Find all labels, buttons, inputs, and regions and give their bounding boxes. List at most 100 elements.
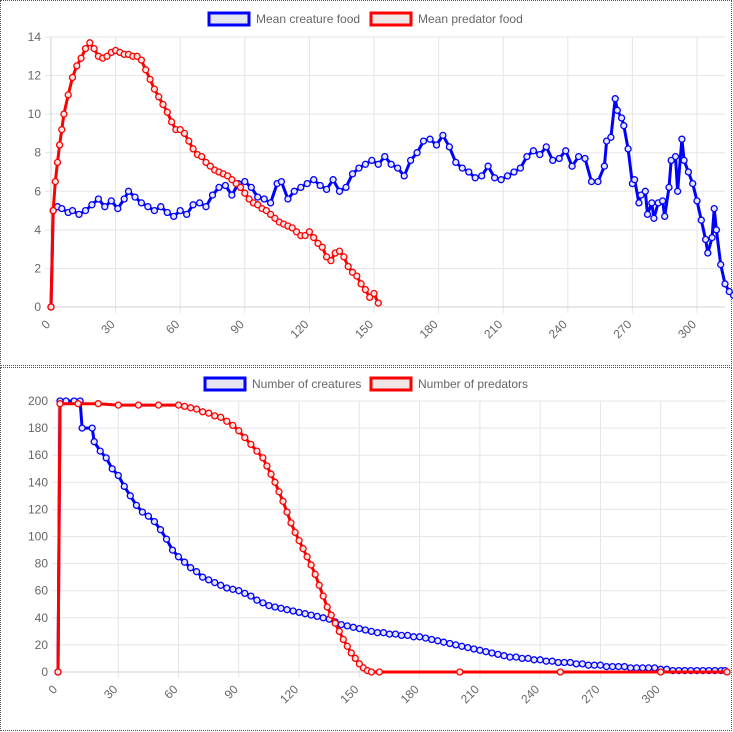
data-point — [174, 553, 183, 561]
legend-item[interactable]: Mean creature food — [207, 11, 360, 27]
data-point — [186, 564, 195, 572]
data-point — [464, 643, 472, 652]
data-point — [367, 668, 376, 676]
data-point — [316, 181, 324, 190]
data-point — [484, 162, 492, 170]
data-point — [295, 608, 303, 617]
data-point — [641, 187, 649, 195]
data-point — [114, 204, 122, 213]
x-tick-label: 270 — [578, 682, 602, 706]
data-point — [198, 408, 207, 416]
data-point — [556, 668, 564, 676]
y-tick-label: 200 — [28, 394, 48, 408]
data-point — [342, 183, 350, 192]
data-point — [259, 454, 267, 462]
data-point — [73, 62, 81, 70]
data-point — [58, 125, 66, 134]
data-point — [428, 635, 436, 644]
data-point — [114, 471, 122, 480]
x-tick-label: 30 — [98, 317, 118, 337]
data-point — [126, 492, 134, 500]
data-point — [186, 404, 195, 412]
data-point — [101, 203, 109, 211]
x-tick-label: 30 — [101, 682, 121, 702]
data-point — [327, 257, 335, 265]
data-point — [355, 164, 363, 172]
data-point — [693, 197, 701, 205]
x-tick-label: 180 — [417, 317, 441, 341]
series-mean-predator-food — [47, 39, 382, 311]
data-point — [644, 664, 653, 672]
x-tick-label: 240 — [518, 682, 542, 706]
data-point — [96, 447, 104, 455]
data-point — [337, 620, 345, 629]
x-tick-label: 150 — [337, 682, 361, 706]
data-point — [180, 129, 189, 138]
y-tick-label: 180 — [28, 421, 48, 435]
data-point — [277, 177, 286, 186]
data-point — [88, 424, 96, 432]
data-point — [291, 528, 299, 537]
data-point — [506, 653, 514, 661]
data-point — [297, 183, 305, 192]
legend-item[interactable]: Number of creatures — [203, 376, 361, 392]
data-point — [536, 656, 544, 664]
data-point — [217, 581, 225, 589]
data-point — [406, 156, 415, 165]
data-point — [347, 649, 355, 657]
data-point — [290, 187, 298, 195]
data-point — [245, 195, 253, 203]
data-point — [562, 147, 570, 155]
data-point — [608, 662, 617, 671]
data-point — [624, 145, 632, 153]
data-point — [366, 293, 374, 302]
legend-swatch — [369, 11, 413, 27]
data-point — [277, 604, 285, 612]
data-point — [367, 627, 376, 636]
data-point — [421, 634, 430, 642]
data-point — [613, 106, 621, 114]
data-point — [374, 160, 382, 168]
data-point — [120, 482, 128, 491]
data-point — [235, 427, 243, 435]
series-mean-creature-food — [47, 95, 733, 311]
data-point — [247, 592, 255, 600]
legend-label: Mean creature food — [256, 12, 360, 26]
y-tick-label: 2 — [34, 261, 41, 275]
x-tick-label: 0 — [45, 682, 60, 697]
data-point — [361, 285, 370, 294]
data-point — [163, 208, 171, 217]
data-point — [413, 149, 421, 157]
legend-item[interactable]: Number of predators — [369, 376, 528, 392]
data-point — [271, 478, 279, 486]
data-point — [221, 181, 230, 190]
data-point — [458, 164, 466, 172]
data-point — [102, 454, 110, 462]
data-point — [434, 637, 442, 645]
data-point — [303, 553, 311, 561]
data-point — [594, 177, 602, 186]
data-point — [228, 191, 236, 199]
data-point — [620, 662, 629, 671]
data-point — [228, 176, 236, 184]
data-point — [206, 162, 214, 170]
data-point — [500, 652, 508, 660]
data-point — [671, 152, 680, 161]
legend-label: Mean predator food — [418, 12, 523, 26]
data-point — [617, 114, 626, 122]
data-point — [704, 249, 712, 257]
data-point — [391, 630, 400, 638]
data-point — [163, 108, 171, 116]
x-tick-label: 210 — [481, 317, 505, 341]
data-point — [351, 654, 359, 663]
legend-item[interactable]: Mean predator food — [369, 11, 523, 27]
food-chart-panel: 0 2 4 6 8 10 12 14 0 30 60 90 120 150 180 210 240 270 300 M… — [0, 0, 733, 366]
data-point — [697, 216, 705, 224]
data-point — [581, 154, 589, 163]
data-point — [439, 131, 447, 140]
data-point — [648, 199, 656, 207]
data-point — [530, 656, 538, 664]
data-point — [650, 214, 658, 222]
population-chart: 0 20 40 60 80 100 120 140 160 180 200 0 30 60 90 120 150… — [28, 376, 731, 706]
data-point — [587, 177, 596, 186]
